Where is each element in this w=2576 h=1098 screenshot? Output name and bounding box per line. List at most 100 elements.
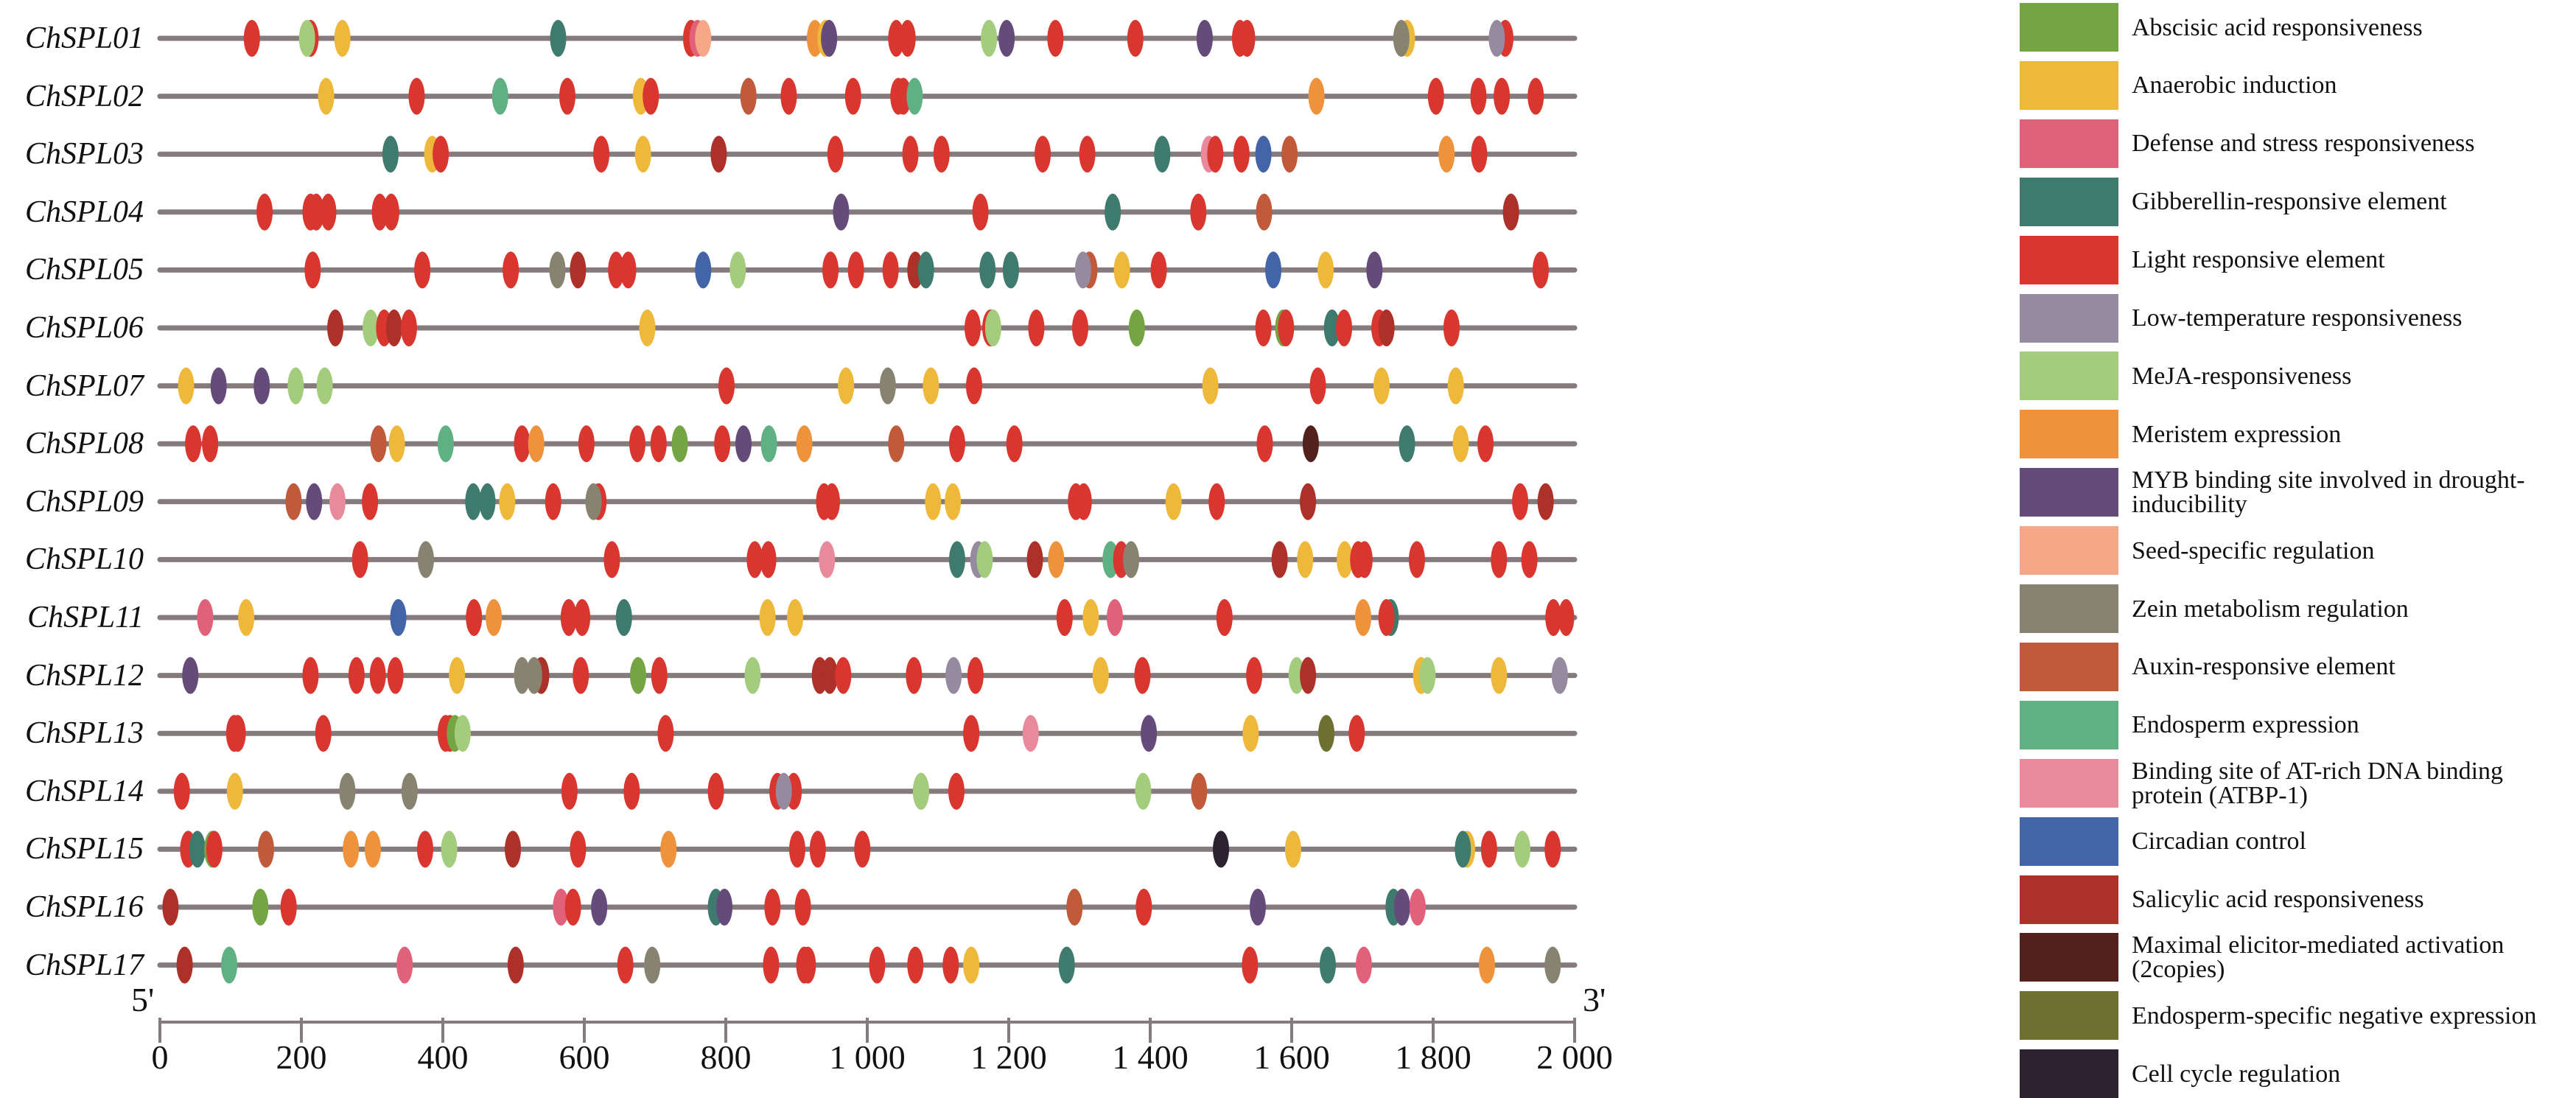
element-marker-l xyxy=(414,251,431,289)
element-marker-l xyxy=(963,715,980,752)
gene-label: ChSPL01 xyxy=(24,21,144,55)
element-marker-l xyxy=(1356,541,1373,578)
element-marker-l xyxy=(503,251,519,289)
element-marker-l xyxy=(560,599,577,636)
element-marker-au xyxy=(1281,136,1298,173)
element-marker-l xyxy=(603,541,620,578)
element-marker-z xyxy=(1393,20,1410,57)
element-marker-me xyxy=(343,831,360,868)
element-marker-a xyxy=(671,425,688,463)
element-marker-d xyxy=(1355,946,1372,984)
gene-label: ChSPL15 xyxy=(24,832,144,867)
element-marker-z xyxy=(549,251,566,289)
element-marker-l xyxy=(1558,599,1575,636)
element-marker-c xyxy=(390,599,407,636)
x-tick-label: 200 xyxy=(276,1038,327,1076)
element-marker-g xyxy=(1058,946,1075,984)
element-marker-lt xyxy=(1488,20,1505,57)
element-marker-e xyxy=(491,77,508,115)
element-marker-g xyxy=(1319,946,1336,984)
legend-item: Zein metabolism regulation xyxy=(2020,584,2561,633)
element-marker-s xyxy=(695,20,712,57)
element-marker-a xyxy=(252,889,269,926)
element-marker-my xyxy=(716,889,733,926)
element-marker-l xyxy=(387,657,404,694)
legend-item: Anaerobic induction xyxy=(2020,60,2561,110)
gene-label: ChSPL17 xyxy=(24,948,144,982)
element-marker-l xyxy=(243,20,260,57)
element-marker-l xyxy=(382,193,399,231)
legend-label: Seed-specific regulation xyxy=(2132,536,2375,564)
element-marker-z xyxy=(401,772,418,810)
element-marker-au xyxy=(285,483,302,520)
element-marker-l xyxy=(942,946,959,984)
element-marker-b xyxy=(819,541,836,578)
element-marker-l xyxy=(764,889,781,926)
element-marker-l xyxy=(1471,136,1488,173)
element-marker-an xyxy=(449,657,466,694)
element-marker-l xyxy=(620,251,637,289)
element-marker-l xyxy=(822,251,839,289)
legend-item: Defense and stress responsiveness xyxy=(2020,119,2561,168)
legend-swatch xyxy=(2020,700,2118,749)
element-marker-an xyxy=(963,946,980,984)
element-marker-an xyxy=(1337,541,1353,578)
legend-swatch xyxy=(2020,758,2118,808)
legend-label: Low-temperature responsiveness xyxy=(2132,304,2463,332)
element-marker-g xyxy=(1105,193,1121,231)
element-marker-e xyxy=(760,425,777,463)
element-marker-me xyxy=(1438,136,1455,173)
element-marker-z xyxy=(644,946,661,984)
x-tick-label: 1 000 xyxy=(829,1038,906,1076)
element-marker-l xyxy=(229,715,246,752)
element-marker-l xyxy=(545,483,561,520)
x-tick-label: 1 400 xyxy=(1112,1038,1189,1076)
element-marker-l xyxy=(1348,715,1365,752)
element-marker-l xyxy=(570,831,587,868)
element-marker-l xyxy=(1545,599,1562,636)
element-marker-l xyxy=(714,425,731,463)
x-tick-label: 800 xyxy=(700,1038,752,1076)
legend-item: Low-temperature responsiveness xyxy=(2020,293,2561,343)
element-marker-l xyxy=(650,425,667,463)
element-marker-l xyxy=(1521,541,1538,578)
element-marker-my xyxy=(735,425,752,463)
element-marker-l xyxy=(308,193,325,231)
element-marker-l xyxy=(899,20,916,57)
element-marker-l xyxy=(202,425,219,463)
element-marker-l xyxy=(578,425,595,463)
element-marker-m xyxy=(1288,657,1305,694)
element-marker-me xyxy=(364,831,381,868)
element-marker-b xyxy=(1022,715,1039,752)
x-tick-label: 400 xyxy=(417,1038,469,1076)
element-marker-lt xyxy=(945,657,962,694)
element-marker-g xyxy=(615,599,632,636)
element-marker-z xyxy=(417,541,434,578)
legend-label: Cell cycle regulation xyxy=(2132,1060,2341,1088)
element-marker-g xyxy=(189,831,206,868)
element-marker-l xyxy=(320,193,337,231)
legend-label: MYB binding site involved in drought-ind… xyxy=(2132,466,2525,519)
legend-item: Binding site of AT-rich DNA binding prot… xyxy=(2020,758,2561,808)
element-marker-an xyxy=(1082,599,1099,636)
element-marker-an xyxy=(1113,251,1130,289)
element-marker-e xyxy=(437,425,454,463)
element-marker-an xyxy=(499,483,516,520)
element-marker-an xyxy=(388,425,405,463)
element-marker-g xyxy=(550,20,567,57)
element-marker-au xyxy=(740,77,757,115)
element-marker-m xyxy=(441,831,458,868)
element-marker-l xyxy=(1047,20,1064,57)
legend-swatch xyxy=(2020,991,2118,1041)
element-marker-m xyxy=(363,310,379,346)
element-marker-m xyxy=(454,715,471,752)
legend-label: Gibberellin-responsive element xyxy=(2132,188,2447,216)
legend-item: Gibberellin-responsive element xyxy=(2020,177,2561,226)
legend-item: Circadian control xyxy=(2020,816,2561,866)
element-marker-me xyxy=(528,425,545,463)
element-marker-an xyxy=(838,367,855,405)
element-marker-m xyxy=(1419,657,1436,694)
element-marker-z xyxy=(585,483,602,520)
element-marker-l xyxy=(1071,310,1088,346)
gene-label: ChSPL06 xyxy=(24,311,144,345)
